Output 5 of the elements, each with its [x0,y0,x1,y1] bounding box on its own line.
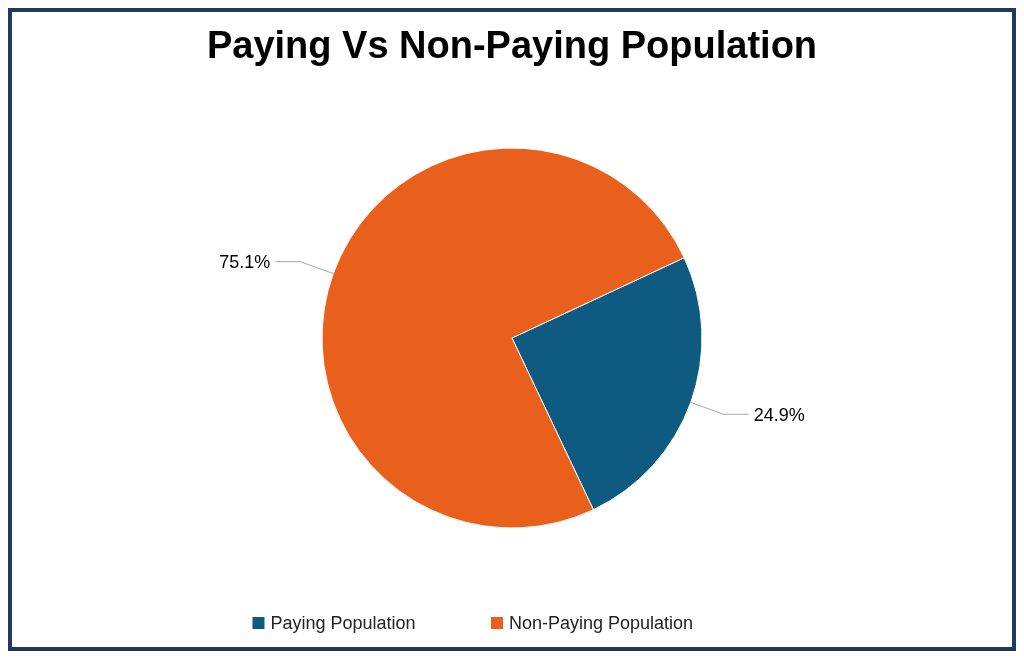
chart-title: Paying Vs Non-Paying Population [206,24,818,66]
data-label: 24.9% [753,404,805,425]
legend-label: Non-Paying Population [509,613,694,634]
data-label: 75.1% [219,252,271,273]
legend-label: Paying Population [270,613,416,634]
